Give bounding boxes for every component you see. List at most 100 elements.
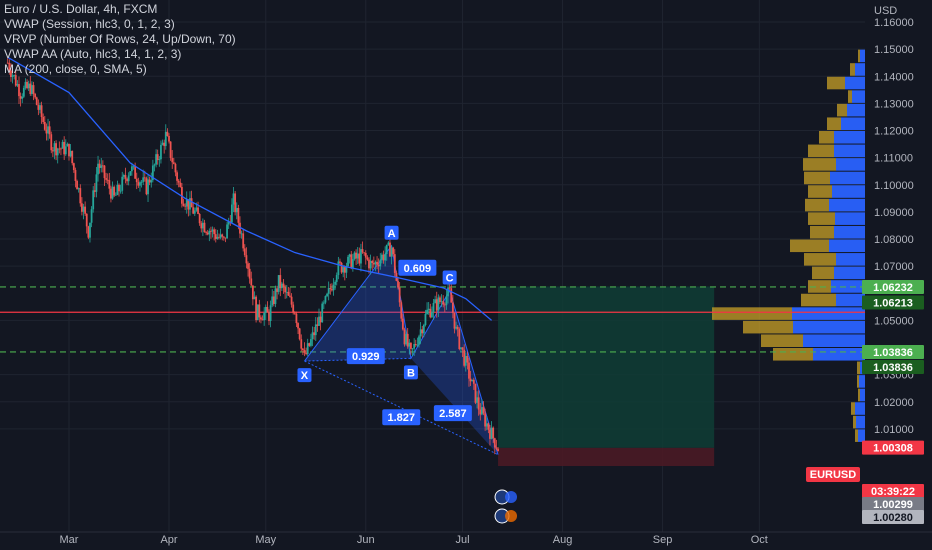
volume-profile-up [855, 402, 865, 415]
volume-profile-down [858, 49, 860, 63]
candle-body [219, 234, 222, 238]
volume-profile-down [801, 293, 836, 307]
volume-profile-up [834, 131, 865, 144]
candle-body [284, 287, 287, 293]
price-tag-box [862, 484, 924, 498]
candle-body [76, 181, 78, 190]
candle-body [466, 355, 469, 363]
stop-zone [498, 447, 715, 467]
event-icon [505, 491, 518, 503]
candle-body [400, 302, 403, 319]
y-axis-tick: 1.08000 [874, 234, 914, 246]
volume-profile-down [790, 239, 829, 253]
y-axis-tick: 1.01000 [874, 424, 914, 436]
candle-body [256, 304, 259, 321]
pattern-point-b-box [403, 365, 418, 380]
candle-body [34, 93, 37, 98]
candle-body [82, 206, 85, 212]
candle-body [455, 326, 457, 329]
candle-body [350, 254, 353, 269]
volume-profile-up [860, 388, 865, 402]
y-axis-tick: 1.09000 [874, 207, 914, 219]
ratio-label-box [346, 348, 385, 365]
volume-profile-up [803, 334, 865, 347]
candle-body [58, 148, 61, 150]
candle-body [89, 222, 91, 238]
candle-body [255, 296, 257, 321]
candle-body [8, 62, 11, 71]
price-tag-box [862, 497, 924, 511]
symbol-tag-box [806, 467, 860, 482]
candle-body [77, 188, 80, 190]
legend-vrvp[interactable]: VRVP (Number Of Rows, 24, Up/Down, 70) [4, 32, 236, 46]
candle-body [313, 332, 316, 336]
legend-ma[interactable]: MA (200, close, 0, SMA, 5) [4, 62, 147, 76]
candle-body [176, 172, 178, 181]
candle-body [272, 296, 275, 304]
candle-body [142, 177, 145, 182]
legend-title: Euro / U.S. Dollar, 4h, FXCM [4, 2, 158, 16]
candle-body [371, 260, 374, 264]
candle-body [14, 75, 17, 86]
candle-body [368, 259, 370, 269]
candle-body [132, 165, 135, 167]
ratio-label: 0.609 [404, 263, 432, 275]
candle-body [21, 96, 24, 99]
volume-profile-up [836, 293, 865, 307]
candle-body [308, 343, 311, 346]
candle-body [251, 285, 254, 300]
candle-body [403, 329, 406, 345]
price-tag: 1.03836 [873, 347, 913, 359]
candle-body [79, 188, 82, 204]
candle-body [485, 423, 488, 427]
candle-body [166, 131, 169, 136]
legend-vwap-session[interactable]: VWAP (Session, hlc3, 0, 1, 2, 3) [4, 17, 175, 31]
pattern-point-b: B [407, 367, 415, 379]
volume-profile-down [803, 158, 836, 171]
candle-body [160, 144, 162, 160]
candle-body [106, 179, 109, 181]
price-tag: 1.00308 [873, 443, 913, 455]
candle-body [234, 193, 237, 213]
volume-profile-down [827, 117, 841, 130]
candle-body [351, 259, 354, 269]
candle-body [66, 143, 69, 147]
candle-body [306, 343, 309, 355]
symbol-tag: EURUSD [810, 469, 857, 481]
candle-body [111, 186, 114, 199]
candle-body [450, 288, 453, 303]
candle-body [156, 154, 159, 161]
candle-body [334, 281, 337, 285]
candle-body [131, 166, 133, 172]
candle-body [461, 347, 464, 350]
candle-body [147, 179, 149, 195]
legend-vwap-aa[interactable]: VWAP AA (Auto, hlc3, 14, 1, 2, 3) [4, 47, 182, 61]
candle-body [221, 234, 224, 237]
candle-body [410, 342, 412, 349]
candle-body [68, 143, 70, 157]
candle-body [481, 407, 483, 415]
volume-profile-up [856, 415, 865, 429]
candle-body [50, 134, 53, 151]
candle-body [100, 165, 103, 168]
y-axis-tick: 1.02000 [874, 397, 914, 409]
candle-body [177, 180, 180, 183]
candle-body [366, 257, 369, 260]
volume-profile-down [837, 103, 847, 117]
candle-body [445, 296, 448, 306]
candle-body [492, 427, 495, 439]
candle-body [110, 188, 112, 199]
candle-body [297, 323, 299, 329]
candle-body [27, 83, 30, 89]
candle-body [81, 203, 83, 212]
candle-body [298, 328, 301, 340]
candle-body [63, 141, 66, 155]
candle-body [127, 175, 130, 182]
candle-body [60, 148, 62, 150]
candle-body [184, 205, 187, 207]
candle-body [276, 288, 278, 292]
candle-body [471, 379, 474, 382]
candle-body [369, 260, 372, 269]
candle-body [401, 318, 404, 330]
